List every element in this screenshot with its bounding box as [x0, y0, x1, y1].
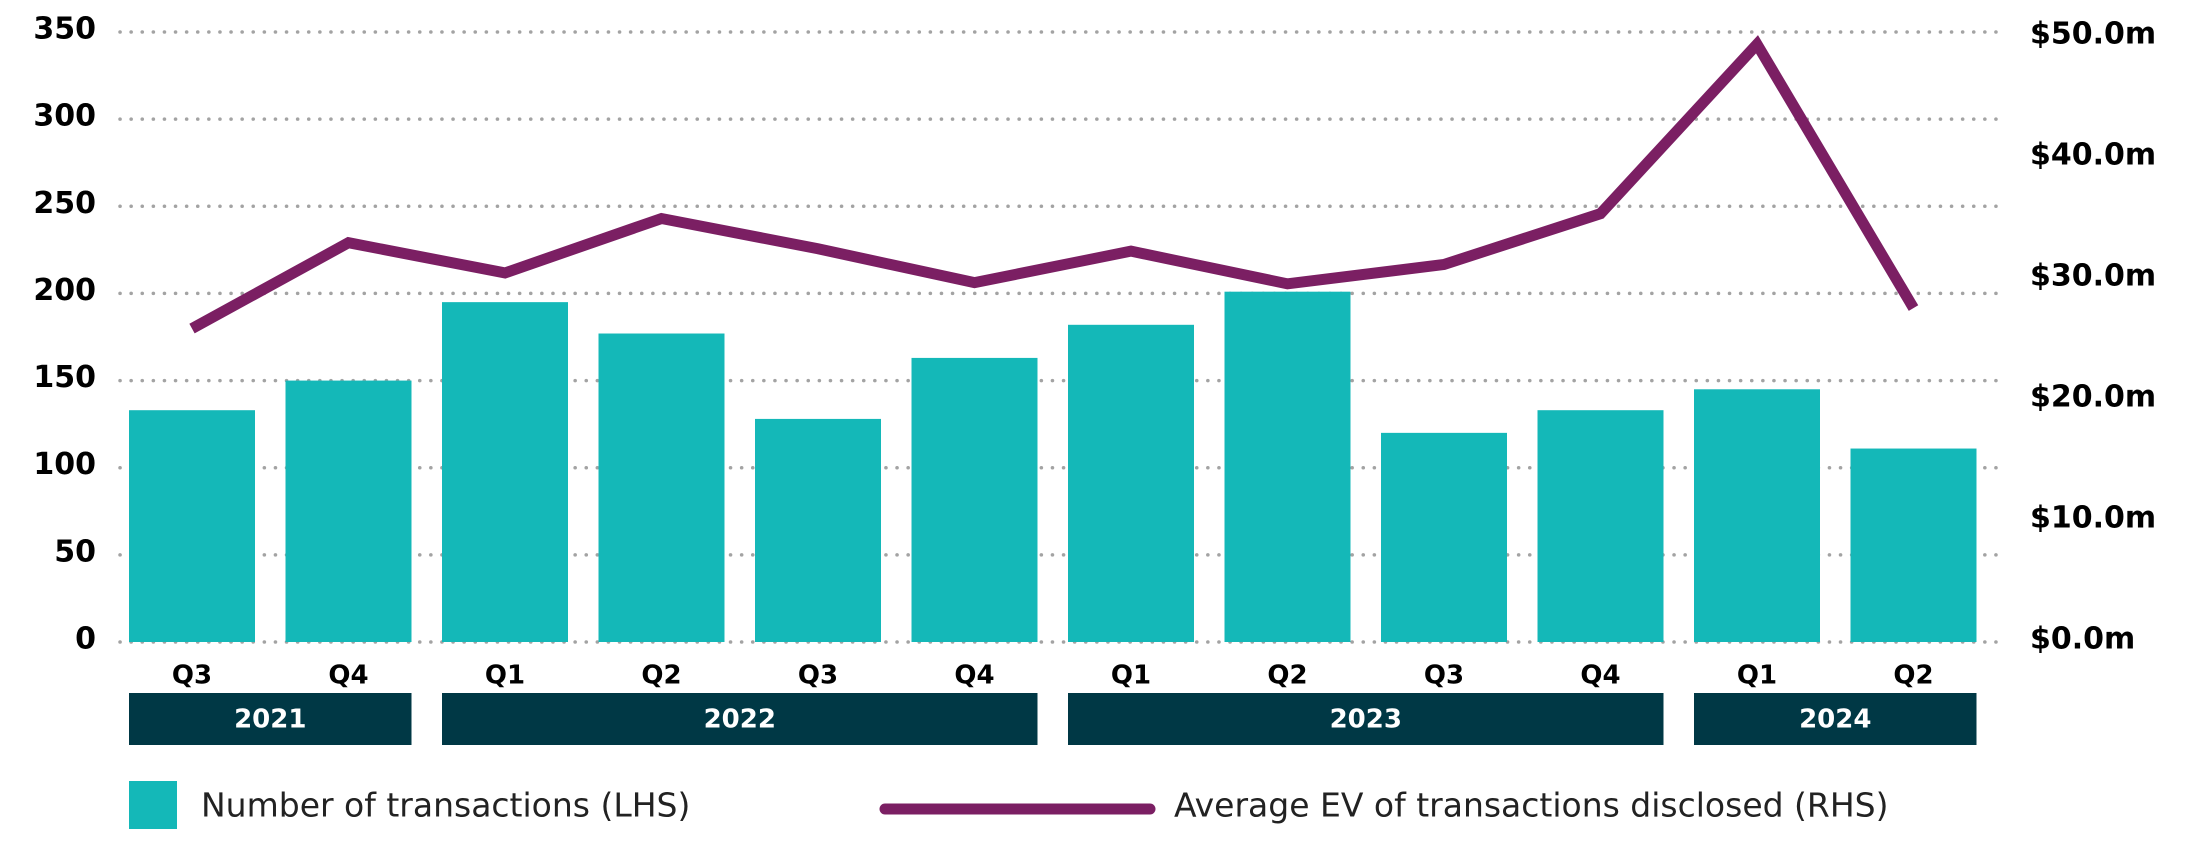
bar: [598, 333, 725, 642]
y-right-tick-label: $20.0m: [2030, 380, 2156, 415]
x-tick-label: Q3: [798, 661, 838, 691]
legend-label-line: Average EV of transactions disclosed (RH…: [1174, 786, 1889, 825]
bar: [1850, 448, 1977, 642]
y-right-tick-label: $0.0m: [2030, 622, 2135, 657]
bar: [1537, 410, 1664, 642]
x-tick-label: Q1: [1737, 661, 1777, 691]
year-label: 2023: [1330, 705, 1402, 735]
y-left-tick-label: 200: [33, 273, 96, 308]
legend-label-bars: Number of transactions (LHS): [201, 786, 690, 825]
x-tick-label: Q3: [172, 661, 212, 691]
year-label: 2024: [1799, 705, 1871, 735]
x-tick-label: Q2: [1267, 661, 1307, 691]
x-tick-label: Q1: [1111, 661, 1151, 691]
y-right-tick-label: $40.0m: [2030, 138, 2156, 173]
bar: [1224, 291, 1351, 642]
y-left-tick-label: 300: [33, 99, 96, 134]
x-tick-label: Q2: [641, 661, 681, 691]
year-label: 2021: [234, 705, 306, 735]
y-left-tick-label: 50: [54, 534, 96, 569]
year-band: [442, 693, 1038, 745]
y-right-tick-label: $50.0m: [2030, 17, 2156, 52]
y-left-tick-label: 350: [33, 12, 96, 47]
y-left-tick-label: 150: [33, 360, 96, 395]
y-left-tick-label: 100: [33, 447, 96, 482]
bar: [442, 302, 568, 642]
bar: [755, 418, 881, 642]
x-tick-label: Q2: [1893, 661, 1933, 691]
x-tick-label: Q4: [1580, 661, 1620, 691]
y-right-tick-label: $30.0m: [2030, 259, 2156, 294]
bar-series: [129, 291, 1977, 642]
bar: [1381, 432, 1507, 642]
bar: [1694, 389, 1820, 642]
x-tick-label: Q4: [954, 661, 994, 691]
y-left-tick-label: 0: [75, 622, 96, 657]
year-band: [1694, 693, 1977, 745]
bar: [911, 357, 1038, 642]
gridlines: [118, 30, 2007, 644]
bar: [129, 410, 255, 642]
bar: [1068, 324, 1194, 642]
legend-swatch-bars: [129, 781, 177, 829]
year-band: [129, 693, 412, 745]
year-band: [1068, 693, 1664, 745]
y-left-tick-label: 250: [33, 186, 96, 221]
x-tick-label: Q4: [328, 661, 368, 691]
bar: [285, 380, 412, 642]
x-tick-label: Q3: [1424, 661, 1464, 691]
year-label: 2022: [704, 705, 776, 735]
y-right-tick-label: $10.0m: [2030, 501, 2156, 536]
ev-line: [189, 35, 1919, 334]
x-tick-label: Q1: [485, 661, 525, 691]
